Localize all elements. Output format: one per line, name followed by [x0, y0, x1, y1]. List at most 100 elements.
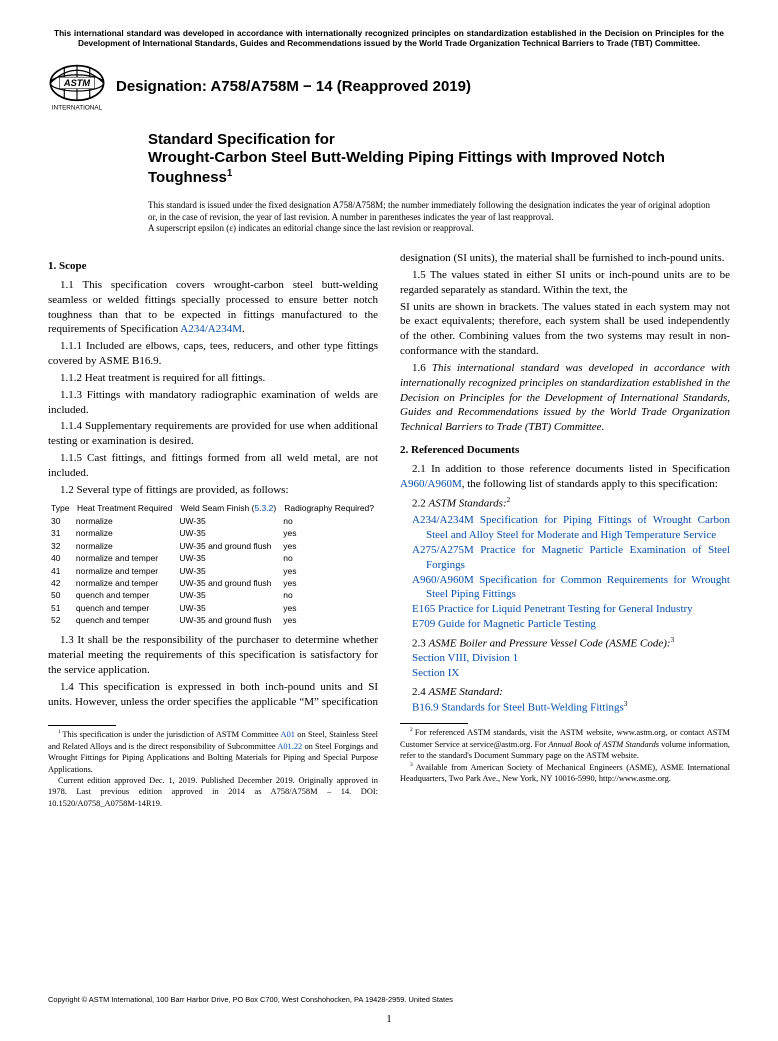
link-a234[interactable]: A234/A234M [180, 323, 242, 335]
th-finish-a: Weld Seam Finish ( [180, 503, 254, 513]
table-cell: no [280, 553, 378, 565]
table-cell: yes [280, 565, 378, 577]
table-row: 32normalizeUW-35 and ground flushyes [48, 540, 378, 552]
table-cell: UW-35 and ground flush [176, 615, 280, 627]
fn1a: This specification is under the jurisdic… [62, 730, 280, 739]
table-cell: UW-35 and ground flush [176, 540, 280, 552]
fn1-cont: Current edition approved Dec. 1, 2019. P… [48, 775, 378, 809]
link-sec9[interactable]: Section IX [412, 667, 459, 679]
asme-std-a: 2.4 [412, 686, 429, 698]
table-cell: 30 [48, 515, 73, 527]
p1-6-num: 1.6 [412, 362, 432, 374]
table-cell: yes [280, 615, 378, 627]
p1-6: 1.6 This international standard was deve… [400, 361, 730, 435]
link-b169-title[interactable]: Standards for Steel Butt-Welding Fitting… [441, 702, 623, 714]
ref-title-link[interactable]: Guide for Magnetic Particle Testing [435, 618, 596, 630]
p1-1-3: 1.1.3 Fittings with mandatory radiograph… [48, 388, 378, 418]
table-cell: normalize [73, 528, 177, 540]
asme-code-a: 2.3 [412, 638, 429, 650]
ref-code-link[interactable]: E165 [412, 603, 435, 615]
table-cell: UW-35 [176, 553, 280, 565]
astm-logo: ASTM INTERNATIONAL [48, 61, 106, 113]
issued-note: This standard is issued under the fixed … [148, 200, 710, 235]
link-532[interactable]: 5.3.2 [254, 503, 273, 513]
p2-1: 2.1 In addition to those reference docum… [400, 462, 730, 492]
table-cell: no [280, 590, 378, 602]
th-finish: Weld Seam Finish (5.3.2) [176, 502, 280, 515]
table-cell: normalize and temper [73, 553, 177, 565]
issued-line2a: A superscript epsilon ( [148, 223, 229, 233]
page: This international standard was develope… [0, 0, 778, 1041]
p2-1a: 2.1 In addition to those reference docum… [412, 463, 730, 475]
ref-code-link[interactable]: A275/A275M [412, 544, 474, 556]
table-cell: normalize [73, 540, 177, 552]
ref-code-link[interactable]: E709 [412, 618, 435, 630]
issued-line2b: ) indicates an editorial change since th… [233, 223, 474, 233]
header: ASTM INTERNATIONAL Designation: A758/A75… [48, 61, 730, 113]
table-cell: 31 [48, 528, 73, 540]
table-cell: 40 [48, 553, 73, 565]
table-cell: normalize and temper [73, 565, 177, 577]
link-a960[interactable]: A960/A960M [400, 478, 462, 490]
table-row: 30normalizeUW-35no [48, 515, 378, 527]
th-finish-b: ) [273, 503, 276, 513]
table-cell: quench and temper [73, 615, 177, 627]
astm-h-b: ASTM Standards: [429, 497, 507, 509]
footnotes: 1 This specification is under the jurisd… [48, 723, 730, 808]
th-type: Type [48, 502, 73, 515]
table-cell: UW-35 [176, 602, 280, 614]
table-cell: 32 [48, 540, 73, 552]
table-cell: normalize [73, 515, 177, 527]
p1-1-1: 1.1.1 Included are elbows, caps, tees, r… [48, 339, 378, 369]
th-heat: Heat Treatment Required [73, 502, 177, 515]
astm-ref-item: A234/A234M Specification for Piping Fitt… [400, 513, 730, 543]
table-cell: UW-35 [176, 528, 280, 540]
table-cell: yes [280, 578, 378, 590]
astm-ref-item: A275/A275M Practice for Magnetic Particl… [400, 543, 730, 573]
scope-heading: 1. Scope [48, 259, 378, 274]
astm-standards-head: 2.2 ASTM Standards:2 [400, 496, 730, 512]
table-cell: 42 [48, 578, 73, 590]
title-sup: 1 [227, 168, 232, 179]
table-cell: UW-35 [176, 515, 280, 527]
issued-line1: This standard is issued under the fixed … [148, 200, 710, 222]
fn1: 1 This specification is under the jurisd… [48, 729, 378, 774]
copyright: Copyright © ASTM International, 100 Barr… [48, 995, 453, 1005]
fn3-txt: Available from American Society of Mecha… [400, 763, 730, 783]
table-cell: 52 [48, 615, 73, 627]
table-row: 41normalize and temperUW-35yes [48, 565, 378, 577]
fittings-table: Type Heat Treatment Required Weld Seam F… [48, 502, 378, 628]
asme-std-head: 2.4 ASME Standard: [400, 685, 730, 700]
table-cell: no [280, 515, 378, 527]
link-sec8[interactable]: Section VIII, Division 1 [412, 652, 518, 664]
ref-code-link[interactable]: A960/A960M [412, 574, 474, 586]
link-b169-code[interactable]: B16.9 [412, 702, 439, 714]
fittings-tbody: 30normalizeUW-35no31normalizeUW-35yes32n… [48, 515, 378, 627]
astm-ref-item: E709 Guide for Magnetic Particle Testing [400, 617, 730, 632]
ref-code-link[interactable]: A234/A234M [412, 514, 474, 526]
footnote-rule [400, 723, 468, 724]
table-cell: UW-35 [176, 590, 280, 602]
asme-code-sup: 3 [671, 636, 675, 644]
title-text: Wrought-Carbon Steel Butt-Welding Piping… [148, 149, 665, 186]
asme-std-item: B16.9 Standards for Steel Butt-Welding F… [400, 700, 730, 716]
p1-5a: 1.5 The values stated in either SI units… [400, 268, 730, 298]
p1-3: 1.3 It shall be the responsibility of th… [48, 633, 378, 678]
link-a0122[interactable]: A01.22 [277, 742, 302, 751]
table-row: 51quench and temperUW-35yes [48, 602, 378, 614]
astm-list: A234/A234M Specification for Piping Fitt… [400, 513, 730, 632]
table-cell: yes [280, 528, 378, 540]
footnote-col-right: 2 For referenced ASTM standards, visit t… [400, 723, 730, 784]
asme-std-b: ASME Standard: [429, 686, 503, 698]
table-cell: 41 [48, 565, 73, 577]
table-row: 40normalize and temperUW-35no [48, 553, 378, 565]
table-row: 42normalize and temperUW-35 and ground f… [48, 578, 378, 590]
ref-title-link[interactable]: Practice for Liquid Penetrant Testing fo… [435, 603, 692, 615]
astm-h-sup: 2 [507, 496, 511, 504]
asme-code-head: 2.3 ASME Boiler and Pressure Vessel Code… [400, 636, 730, 652]
p1-1-4: 1.1.4 Supplementary requirements are pro… [48, 419, 378, 449]
p1-1: 1.1 This specification covers wrought-ca… [48, 278, 378, 337]
th-radio: Radiography Required? [280, 502, 378, 515]
table-row: 31normalizeUW-35yes [48, 528, 378, 540]
link-a01[interactable]: A01 [281, 730, 295, 739]
